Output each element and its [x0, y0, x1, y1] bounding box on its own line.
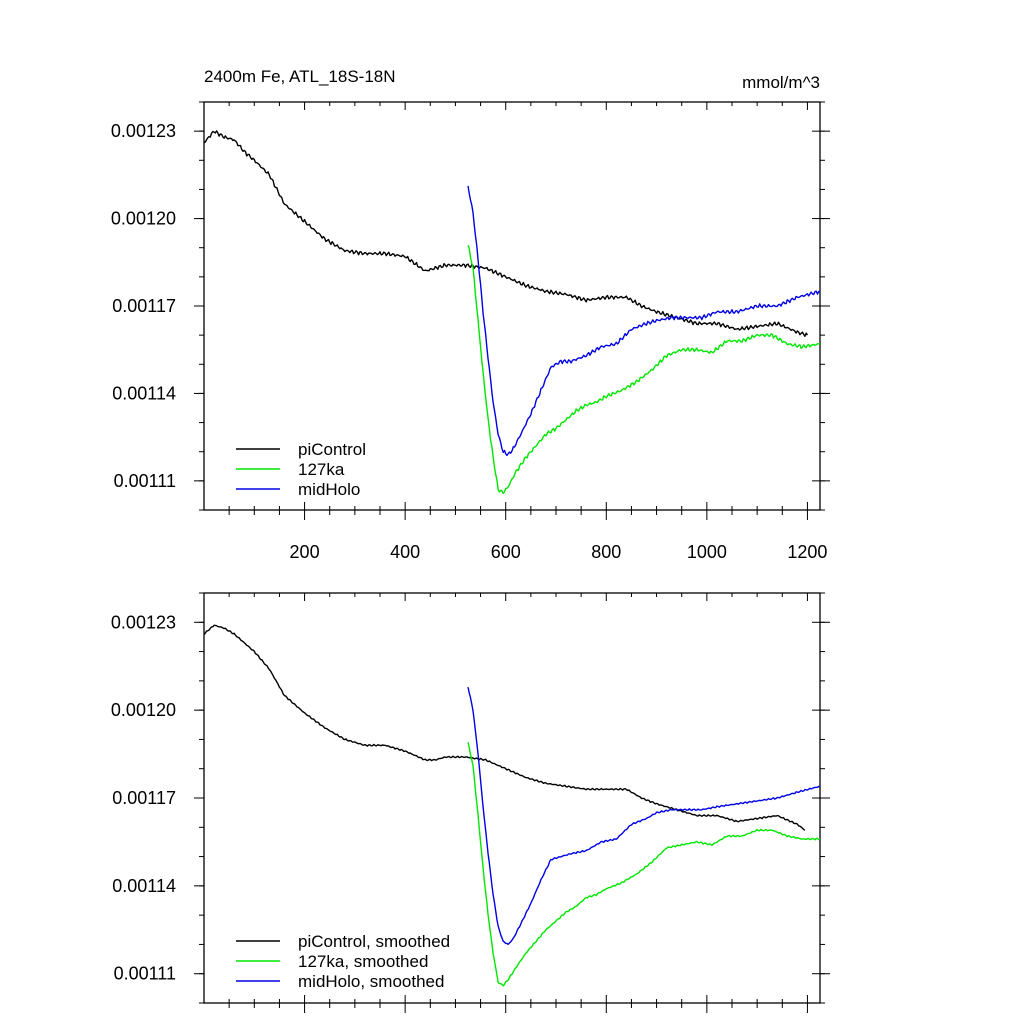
y-tick-label: 0.00120	[111, 209, 176, 229]
y-tick-label: 0.00111	[114, 964, 176, 984]
x-tick-label: 200	[290, 542, 320, 562]
x-tick-label: 600	[491, 542, 521, 562]
series-line-1	[467, 742, 821, 987]
series-layer	[203, 130, 821, 494]
series-line-1	[467, 245, 821, 494]
axis-layer: 200 400 600 800 1000 1200 0.00111 0.00114 0.0011…	[111, 101, 830, 562]
legend-label: piControl, smoothed	[298, 932, 450, 951]
series-layer	[203, 624, 821, 987]
legend-label: 127ka	[298, 460, 345, 479]
y-tick-label: 0.00117	[112, 788, 176, 808]
x-tick-label: 400	[390, 542, 420, 562]
x-tick-label: 800	[591, 542, 621, 562]
y-tick-label: 0.00120	[111, 700, 176, 720]
x-tick-label: 1000	[687, 542, 727, 562]
series-line-0	[203, 130, 809, 337]
y-tick-label: 0.00114	[112, 876, 176, 896]
series-line-2	[467, 185, 821, 457]
y-tick-label: 0.00123	[111, 612, 176, 632]
legend-label: midHolo	[298, 480, 360, 499]
series-line-0	[203, 624, 806, 831]
x-tick-label: 1200	[787, 542, 827, 562]
legend-label: piControl	[298, 440, 366, 459]
chart-title: 2400m Fe, ATL_18S-18N	[204, 67, 396, 86]
plot-frame	[203, 592, 821, 1004]
legend-label: 127ka, smoothed	[298, 952, 428, 971]
units-label: mmol/m^3	[742, 73, 820, 92]
bottom-panel: 0.00111 0.00114 0.00117 0.00120 0.00123 piCo…	[111, 592, 830, 1013]
y-tick-label: 0.00117	[112, 296, 176, 316]
y-tick-label: 0.00123	[111, 121, 176, 141]
series-line-2	[467, 686, 821, 945]
top-panel: 2400m Fe, ATL_18S-18N mmol/m^3 200 400 600…	[111, 67, 830, 562]
y-tick-label: 0.00114	[112, 383, 176, 403]
y-tick-label: 0.00111	[114, 471, 176, 491]
axis-layer: 0.00111 0.00114 0.00117 0.00120 0.00123	[111, 592, 830, 1013]
legend-label: midHolo, smoothed	[298, 972, 444, 991]
